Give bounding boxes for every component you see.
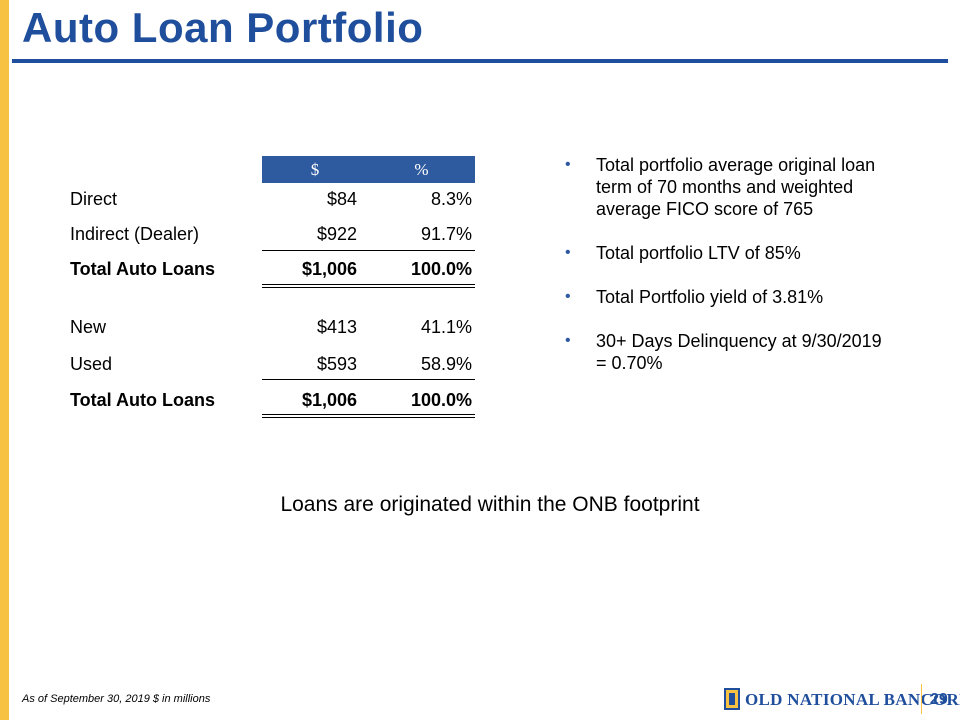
bullet-dot-icon: • [565,244,571,261]
left-accent-bar [0,0,9,720]
header-dollar: $ [310,160,320,179]
bullet-text: Total portfolio average original loan te… [596,155,876,219]
footprint-note: Loans are originated within the ONB foot… [280,493,700,516]
table-row: Indirect (Dealer) $922 91.7% [70,224,475,250]
footer-separator [921,684,922,714]
bullet-dot-icon: • [565,156,571,173]
total-double-rule-bottom [262,417,475,418]
total-dollar: $1,006 [301,259,357,279]
footnote: As of September 30, 2019 $ in millions [22,693,211,705]
row-label: Direct [70,189,118,209]
company-logo: OLD NATIONAL BANCORP® [724,687,960,713]
total-dollar: $1,006 [301,390,357,410]
table-row: Used $593 58.9% [70,354,475,380]
header-percent: % [414,160,429,179]
logo-text: OLD NATIONAL BANCORP® [745,690,960,709]
row-label: Used [70,354,113,374]
row-label: Indirect (Dealer) [70,224,200,244]
table-total-row: Total Auto Loans $1,006 100.0% [70,259,475,285]
subtotal-rule [262,250,475,251]
bullet-item: • 30+ Days Delinquency at 9/30/2019 = 0.… [565,330,895,374]
row-percent: 8.3% [430,189,472,209]
total-label: Total Auto Loans [70,390,215,410]
row-percent: 58.9% [420,354,472,374]
row-dollar: $413 [316,317,357,337]
bullet-list: • Total portfolio average original loan … [565,154,895,396]
total-double-rule-top [262,414,475,415]
table-header: $ % [262,156,475,183]
total-percent: 100.0% [410,390,472,410]
row-label: New [70,317,107,337]
subtotal-rule [262,379,475,380]
bullet-dot-icon: • [565,332,571,349]
bullet-dot-icon: • [565,288,571,305]
row-dollar: $922 [316,224,357,244]
bullet-item: • Total Portfolio yield of 3.81% [565,286,895,308]
row-dollar: $593 [316,354,357,374]
title-underline [12,59,948,63]
total-percent: 100.0% [410,259,472,279]
total-double-rule-top [262,284,475,285]
row-percent: 91.7% [420,224,472,244]
logo-mark-icon [724,688,740,710]
table-row: New $413 41.1% [70,317,475,343]
bullet-item: • Total portfolio average original loan … [565,154,895,220]
bullet-item: • Total portfolio LTV of 85% [565,242,895,264]
row-percent: 41.1% [420,317,472,337]
bullet-text: Total portfolio LTV of 85% [596,243,801,263]
bullet-text: Total Portfolio yield of 3.81% [596,287,824,307]
page-number: 29 [930,691,948,708]
total-double-rule-bottom [262,287,475,288]
table-row: Direct $84 8.3% [70,189,475,215]
row-dollar: $84 [326,189,357,209]
table-total-row: Total Auto Loans $1,006 100.0% [70,390,475,416]
total-label: Total Auto Loans [70,259,215,279]
bullet-text: 30+ Days Delinquency at 9/30/2019 = 0.70… [596,331,882,373]
page-title: Auto Loan Portfolio [22,4,424,51]
